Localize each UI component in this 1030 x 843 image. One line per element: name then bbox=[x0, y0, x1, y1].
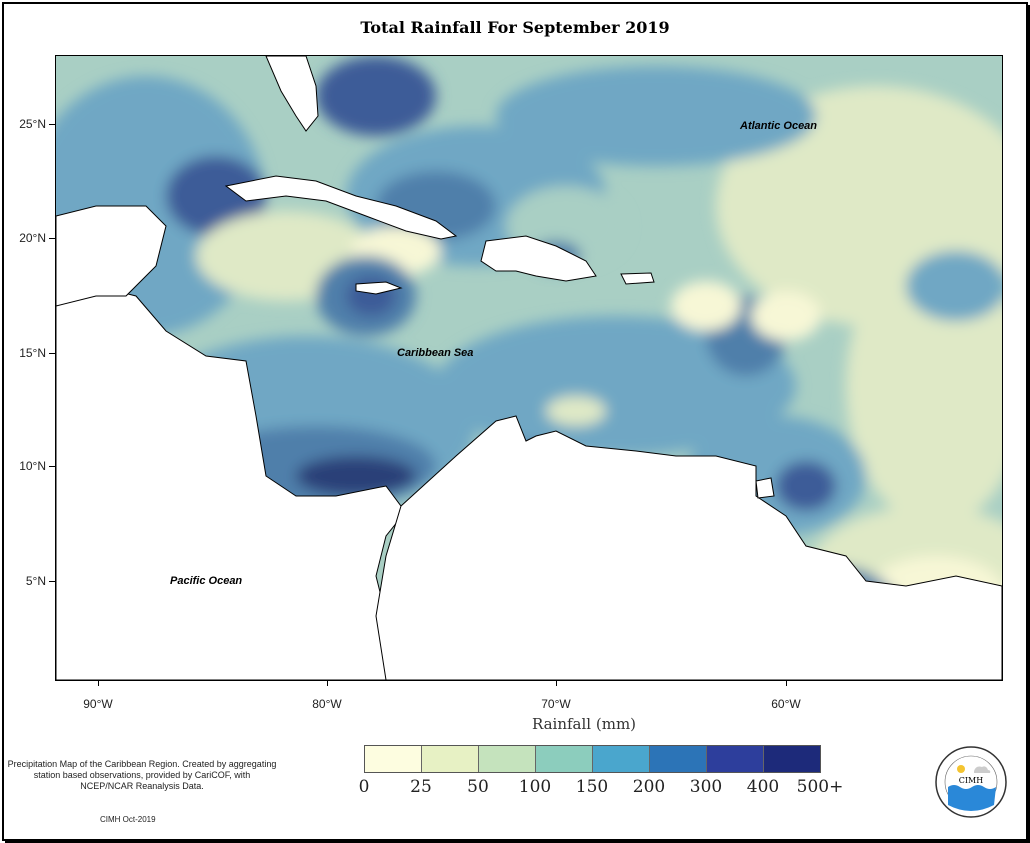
lat-tickmark bbox=[49, 353, 55, 354]
lat-tickmark bbox=[49, 466, 55, 467]
lat-tickmark bbox=[49, 238, 55, 239]
pacific-ocean-label: Pacific Ocean bbox=[170, 575, 243, 587]
lon-tick-label: 80°W bbox=[312, 697, 342, 711]
legend-swatch bbox=[707, 746, 764, 772]
lat-tickmark bbox=[49, 581, 55, 582]
footnote: Precipitation Map of the Caribbean Regio… bbox=[7, 759, 277, 791]
lat-tick-label: 15°N bbox=[19, 346, 46, 360]
atlantic-ocean-label: Atlantic Ocean bbox=[740, 120, 818, 132]
x-axis-label: Rainfall (mm) bbox=[531, 715, 637, 733]
legend-break-label: 25 bbox=[410, 777, 432, 797]
rainfall-map bbox=[55, 55, 1003, 681]
legend-break-label: 400 bbox=[746, 777, 780, 797]
lat-tick-label: 5°N bbox=[25, 574, 46, 588]
lon-tickmark bbox=[98, 680, 99, 686]
rainfall-legend bbox=[364, 745, 821, 773]
legend-swatch bbox=[593, 746, 650, 772]
rainfall-surface bbox=[56, 56, 1002, 680]
lon-tickmark bbox=[556, 680, 557, 686]
cimh-logo: CIMH bbox=[935, 746, 1007, 818]
land-masses bbox=[56, 56, 1002, 680]
legend-break-label: 0 bbox=[358, 777, 370, 797]
legend-swatch bbox=[536, 746, 593, 772]
legend-break-label: 150 bbox=[575, 777, 609, 797]
caribbean-sea-label: Caribbean Sea bbox=[397, 347, 474, 359]
legend-break-label: 200 bbox=[632, 777, 666, 797]
legend-break-label: 300 bbox=[689, 777, 723, 797]
legend-break-label: 100 bbox=[518, 777, 552, 797]
lat-tick-label: 25°N bbox=[19, 117, 46, 131]
legend-swatch bbox=[764, 746, 820, 772]
lat-tick-label: 20°N bbox=[19, 231, 46, 245]
lon-tick-label: 90°W bbox=[83, 697, 113, 711]
lon-tickmark bbox=[786, 680, 787, 686]
logo-text: CIMH bbox=[959, 776, 983, 785]
lon-tick-label: 70°W bbox=[541, 697, 571, 711]
lat-tick-label: 10°N bbox=[19, 459, 46, 473]
legend-swatch bbox=[365, 746, 422, 772]
map-title: Total Rainfall For September 2019 bbox=[360, 18, 670, 37]
legend-break-label: 50 bbox=[467, 777, 489, 797]
legend-swatch bbox=[479, 746, 536, 772]
credit: CIMH Oct-2019 bbox=[100, 815, 156, 824]
legend-break-label: 500+ bbox=[796, 777, 844, 797]
lon-tickmark bbox=[327, 680, 328, 686]
legend-swatch bbox=[422, 746, 479, 772]
lon-tick-label: 60°W bbox=[771, 697, 801, 711]
lat-tickmark bbox=[49, 124, 55, 125]
legend-swatch bbox=[650, 746, 707, 772]
